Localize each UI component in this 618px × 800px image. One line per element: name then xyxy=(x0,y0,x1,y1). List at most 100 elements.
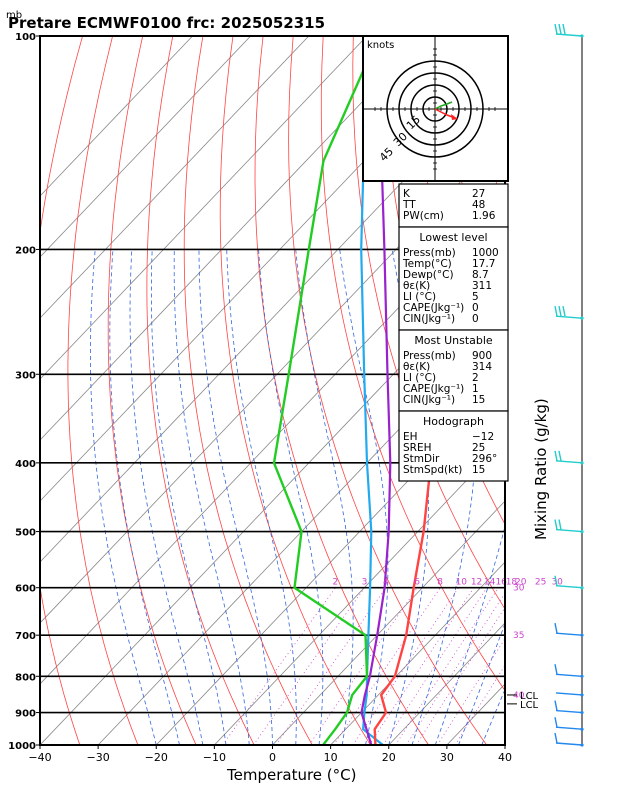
mixing-ratio-tick-label: 10 xyxy=(456,578,468,588)
isotherm-line xyxy=(40,134,505,624)
indices-box-row-label: PW(cm) xyxy=(403,210,444,222)
y-tick-label: 600 xyxy=(15,584,36,595)
lowest-level-box-row-value: 311 xyxy=(472,280,492,292)
wind-barb-column xyxy=(554,23,584,747)
hodograph-stats-box-row-label: StmSpd(kt) xyxy=(403,464,462,476)
moist-adiabat-line xyxy=(151,249,227,745)
wind-barb-dot xyxy=(580,633,584,637)
mixing-ratio-tick-label: 2 xyxy=(332,578,338,588)
mixing-ratio-tick-label: 8 xyxy=(437,578,443,588)
most-unstable-box-row-value: 314 xyxy=(472,361,492,373)
mixing-ratio-tick-label: 14 xyxy=(484,578,496,588)
side-tick-label: 30 xyxy=(513,584,525,594)
wind-barb-flag xyxy=(558,306,562,317)
lowest-level-box-row-value: 5 xyxy=(472,291,479,303)
dry-adiabat-line xyxy=(320,36,505,692)
wind-barb-dot xyxy=(580,461,584,465)
pressure-unit-label: mb xyxy=(6,10,22,21)
mixing-ratio-tick-label: 3 xyxy=(362,578,368,588)
dry-adiabat-line xyxy=(564,36,618,745)
indices-box-row-value: 27 xyxy=(472,188,485,200)
y-tick-label: 800 xyxy=(15,672,36,683)
moist-adiabat-line xyxy=(173,249,250,745)
y-tick-label: 200 xyxy=(15,245,36,256)
wind-barb-shaft xyxy=(555,726,583,730)
wind-barb-flag xyxy=(554,306,558,317)
moist-adiabat-line xyxy=(339,249,389,745)
y-tick-label: 500 xyxy=(15,528,36,539)
dry-adiabat-line xyxy=(534,36,618,745)
lowest-level-box-row-label: Dewp(°C) xyxy=(403,269,454,281)
storm-motion-arrow xyxy=(451,114,458,120)
y-tick-label: 100 xyxy=(15,32,36,43)
virtual-parcel-trace xyxy=(360,36,384,745)
hodograph-stats-box xyxy=(398,410,509,482)
wind-barb-dot xyxy=(580,529,584,534)
hodograph-stats-box-header: Hodograph xyxy=(423,415,484,428)
wind-barb-flag xyxy=(554,664,558,675)
lcl-label: LCL xyxy=(520,691,539,702)
wind-barb-dot xyxy=(580,693,584,697)
side-tick-label: 35 xyxy=(513,631,524,641)
hodograph-stats-box-row-label: EH xyxy=(403,431,418,443)
wind-barb-shaft xyxy=(555,585,583,589)
isotherm-line xyxy=(40,36,368,380)
x-tick-label: 10 xyxy=(324,751,338,764)
most-unstable-box-row-label: LI (°C) xyxy=(403,372,436,384)
grid-lines xyxy=(40,36,618,745)
wind-barb-flag xyxy=(554,717,558,728)
lowest-level-box-row-label: Press(mb) xyxy=(403,247,456,259)
mixing-ratio-tick-label: 16 xyxy=(495,578,507,588)
lowest-level-box xyxy=(398,226,509,331)
hodograph-units-label: knots xyxy=(367,40,394,51)
wind-barb-dot xyxy=(580,34,584,38)
lcl-label: LCL xyxy=(520,700,539,711)
mixing-ratio-tick-label: 6 xyxy=(414,578,420,588)
isotherm-line xyxy=(40,36,426,441)
isotherm-line xyxy=(214,439,505,745)
wind-barb-shaft xyxy=(555,315,583,319)
moist-adiabat-line xyxy=(198,249,273,745)
hodograph-stats-box-row-value: 15 xyxy=(472,464,485,476)
most-unstable-box-row-label: CAPE(Jkg⁻¹) xyxy=(403,383,464,395)
moist-adiabat-line xyxy=(388,249,429,745)
mixing-ratio-line xyxy=(333,587,441,745)
x-tick-label: −30 xyxy=(87,751,110,764)
y-tick-label: 400 xyxy=(15,459,36,470)
most-unstable-box-row-label: CIN(Jkg⁻¹) xyxy=(403,394,455,406)
mixing-ratio-tick-label: 4 xyxy=(383,578,389,588)
mixing-ratio-line xyxy=(415,606,505,745)
wind-barb-flag xyxy=(554,732,558,744)
wind-barb-flag xyxy=(554,450,558,461)
wind-barb-shaft xyxy=(555,632,583,636)
lowest-level-box-row-label: LI (°C) xyxy=(403,291,436,303)
wind-barb-shaft xyxy=(555,33,583,37)
wind-barb-flag xyxy=(558,23,562,35)
x-tick-label: −10 xyxy=(203,751,226,764)
y-tick-label: 900 xyxy=(15,709,36,720)
x-tick-label: 20 xyxy=(382,751,396,764)
mixing-ratio-tick-label: 20 xyxy=(515,578,527,588)
lowest-level-box-row-value: 8.7 xyxy=(472,269,489,281)
dry-adiabat-line xyxy=(40,36,83,745)
most-unstable-box-row-value: 900 xyxy=(472,350,492,362)
mixing-ratio-line xyxy=(275,587,387,745)
lowest-level-box-row-label: Temp(°C) xyxy=(402,258,452,270)
indices-box-row-label: K xyxy=(403,188,411,200)
wind-barb-shaft xyxy=(555,460,583,464)
wind-barb-dot xyxy=(580,674,584,678)
side-tick-label: 40 xyxy=(513,691,525,701)
most-unstable-box-row-label: Press(mb) xyxy=(403,350,456,362)
most-unstable-box-row-label: θε(K) xyxy=(403,361,430,373)
mixing-ratio-line xyxy=(222,587,336,745)
y-tick-label: 300 xyxy=(15,370,36,381)
isotherm-line xyxy=(330,561,505,745)
dry-adiabat-line xyxy=(594,36,618,745)
x-axis-title: Temperature (°C) xyxy=(226,766,356,784)
dry-adiabat-line xyxy=(146,36,255,745)
isotherm-line xyxy=(388,622,505,745)
dry-adiabat-line xyxy=(352,36,505,610)
